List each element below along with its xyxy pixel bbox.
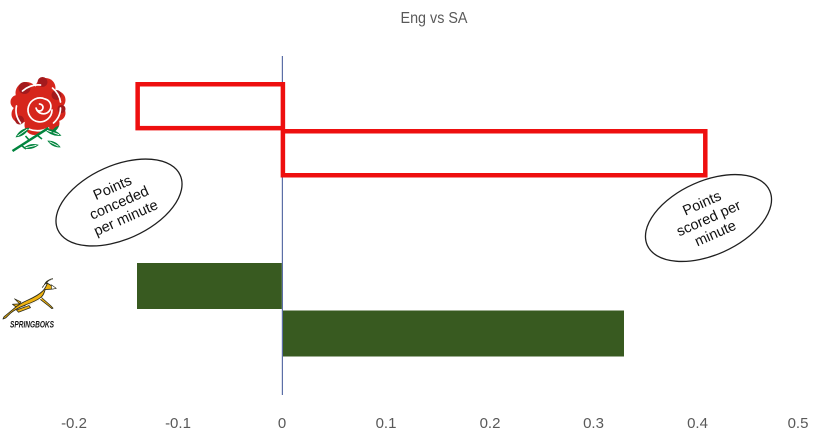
svg-text:0.2: 0.2 [480, 415, 501, 432]
svg-text:0.3: 0.3 [583, 415, 604, 432]
svg-text:0.4: 0.4 [687, 415, 708, 432]
svg-text:0: 0 [278, 415, 286, 432]
svg-text:-0.1: -0.1 [165, 415, 191, 432]
svg-text:Eng vs SA: Eng vs SA [401, 10, 468, 27]
svg-text:0.1: 0.1 [376, 415, 397, 432]
svg-text:SPRINGBOKS: SPRINGBOKS [10, 320, 54, 330]
svg-text:0.5: 0.5 [788, 415, 809, 432]
svg-text:-0.2: -0.2 [61, 415, 87, 432]
